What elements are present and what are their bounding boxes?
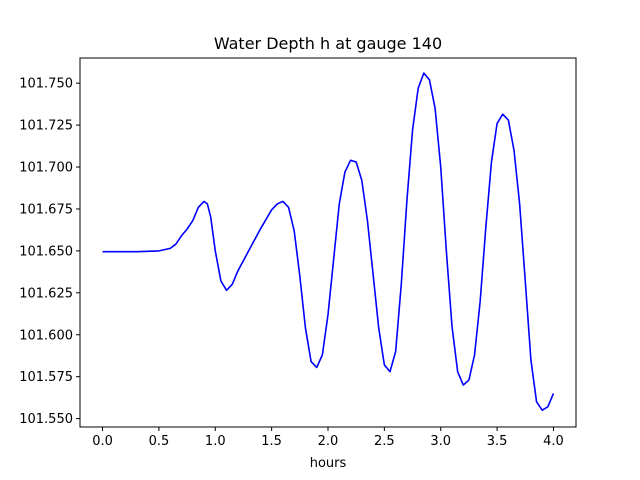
y-tick-label: 101.625 — [19, 286, 73, 301]
x-tick-label: 1.0 — [205, 434, 226, 449]
x-axis: 0.0 0.5 1.0 1.5 2.0 2.5 3.0 3.5 4.0 — [92, 427, 564, 449]
y-tick-label: 101.550 — [19, 412, 73, 427]
y-tick-label: 101.650 — [19, 244, 73, 259]
plot-area — [102, 72, 555, 412]
x-tick-label: 4.0 — [543, 434, 564, 449]
y-tick-label: 101.725 — [19, 119, 73, 134]
y-tick-label: 101.575 — [19, 370, 73, 385]
x-tick-label: 2.5 — [374, 434, 395, 449]
x-tick-label: 3.5 — [487, 434, 508, 449]
y-tick-label: 101.750 — [19, 77, 73, 92]
x-tick-label: 2.0 — [318, 434, 339, 449]
x-tick-label: 1.5 — [261, 434, 282, 449]
y-tick-label: 101.700 — [19, 161, 73, 176]
chart-title: Water Depth h at gauge 140 — [214, 34, 442, 53]
y-axis: 101.550 101.575 101.600 101.625 101.650 101.6… — [19, 77, 80, 427]
series-line-0 — [102, 72, 555, 412]
x-tick-label: 0.0 — [92, 434, 113, 449]
x-axis-label: hours — [310, 456, 347, 471]
x-tick-label: 3.0 — [430, 434, 451, 449]
y-tick-label: 101.675 — [19, 202, 73, 217]
x-tick-label: 0.5 — [149, 434, 170, 449]
y-tick-label: 101.600 — [19, 328, 73, 343]
